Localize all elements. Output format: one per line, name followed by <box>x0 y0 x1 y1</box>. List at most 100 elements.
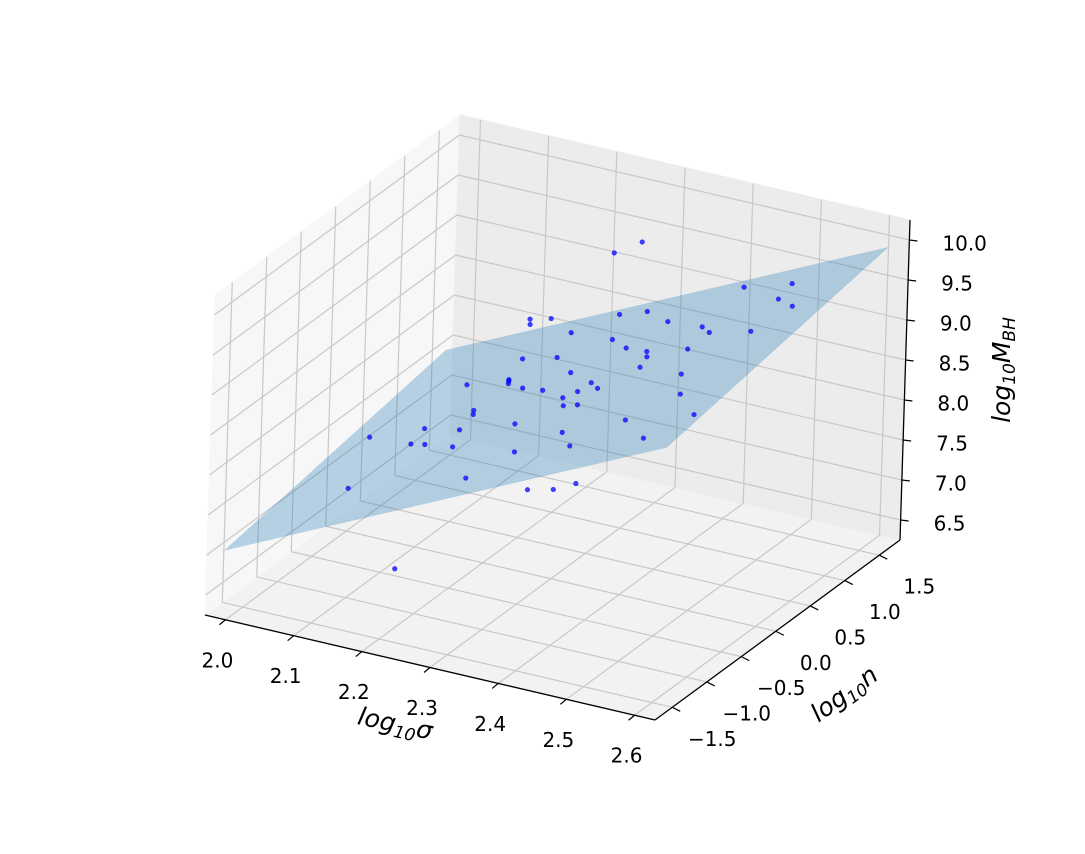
point <box>560 395 566 401</box>
z-tick-label: 7.0 <box>935 472 967 496</box>
point <box>678 371 684 377</box>
tick-mark <box>904 399 913 402</box>
grid-line <box>207 334 454 516</box>
grid-line <box>428 130 440 451</box>
y-axis-line <box>654 539 901 721</box>
grid-line <box>451 374 903 481</box>
tick-mark <box>706 681 716 687</box>
point <box>775 296 782 302</box>
grid-line <box>214 134 460 316</box>
point <box>548 315 554 322</box>
point <box>464 382 470 388</box>
x-axis-line <box>204 614 656 721</box>
point <box>456 427 463 433</box>
y-tick-label: 0.0 <box>800 651 832 675</box>
grid-line <box>455 254 906 361</box>
tick-mark <box>423 667 431 673</box>
point <box>408 441 414 447</box>
point <box>392 566 398 572</box>
tick-mark <box>905 359 914 362</box>
tick-mark <box>879 554 888 560</box>
grid-line <box>810 199 822 520</box>
point <box>471 407 477 413</box>
grid-line <box>256 256 268 577</box>
grid-line <box>325 206 337 527</box>
axes: 2.02.12.22.32.42.52.6−1.5−1.0−0.50.00.51… <box>202 219 987 768</box>
point <box>644 354 650 360</box>
x-label-sub: 10 <box>392 722 417 746</box>
grid-line <box>538 135 550 456</box>
tick-mark <box>908 279 917 282</box>
grid-line <box>210 254 456 436</box>
z-tick-label: 8.0 <box>937 392 969 416</box>
grid <box>205 119 910 716</box>
tick-mark <box>355 651 363 658</box>
z-axis-label: log10MBH <box>987 317 1020 423</box>
z-tick-label: 7.5 <box>936 432 968 456</box>
point <box>573 480 579 487</box>
grid-line <box>456 214 908 321</box>
tick-mark <box>810 605 819 611</box>
grid-line <box>457 174 909 281</box>
x-label-part: σ <box>414 714 437 746</box>
tick-mark <box>900 519 909 522</box>
point <box>575 388 581 395</box>
grid-line <box>450 414 901 521</box>
y-label-part: log <box>805 682 853 728</box>
grid-line <box>469 119 482 440</box>
grid-line <box>211 214 458 396</box>
point <box>520 385 526 391</box>
grid-line <box>293 455 539 637</box>
z-tick-label: 10.0 <box>942 232 987 256</box>
point <box>665 318 671 325</box>
point <box>422 441 428 448</box>
y-tick-label: −1.0 <box>722 701 771 725</box>
x-tick-label: 2.5 <box>542 728 574 752</box>
point <box>470 411 476 417</box>
tick-mark <box>628 714 635 721</box>
x-tick-label: 2.0 <box>202 648 234 672</box>
x-tick-label: 2.1 <box>270 664 302 688</box>
point <box>639 239 645 245</box>
grid-line <box>497 502 744 684</box>
tick-mark <box>909 239 918 242</box>
tick-mark <box>901 479 910 482</box>
point <box>550 486 556 493</box>
grid-line <box>459 134 910 241</box>
x-tick-label: 2.2 <box>338 680 370 704</box>
grid-line <box>394 474 845 582</box>
point <box>519 356 526 362</box>
grid-line <box>221 282 233 603</box>
point <box>640 435 647 441</box>
x-label-part: log <box>355 701 398 737</box>
grid-line <box>222 601 673 708</box>
grid-line <box>566 518 812 700</box>
point <box>588 380 594 386</box>
point <box>511 449 518 455</box>
point <box>644 348 650 355</box>
z-tick-label: 9.5 <box>941 272 973 296</box>
tick-mark <box>903 439 912 442</box>
z-label-sub: 10 <box>1000 363 1020 385</box>
point <box>748 328 754 334</box>
point <box>554 354 560 361</box>
grid-line <box>360 500 811 607</box>
point <box>463 475 469 481</box>
grid-line <box>429 449 880 556</box>
z-tick-label: 8.5 <box>939 352 971 376</box>
point <box>611 250 617 256</box>
tick-mark <box>219 619 226 626</box>
point <box>527 321 533 328</box>
grid-line <box>212 174 459 356</box>
grid-line <box>454 294 905 401</box>
grid-line <box>359 180 371 501</box>
point <box>524 487 531 493</box>
point <box>789 280 795 287</box>
grid-line <box>325 525 776 632</box>
grid-line <box>290 231 302 552</box>
point <box>568 370 574 376</box>
grid-line <box>291 551 742 658</box>
point <box>422 425 428 432</box>
point <box>527 316 533 322</box>
